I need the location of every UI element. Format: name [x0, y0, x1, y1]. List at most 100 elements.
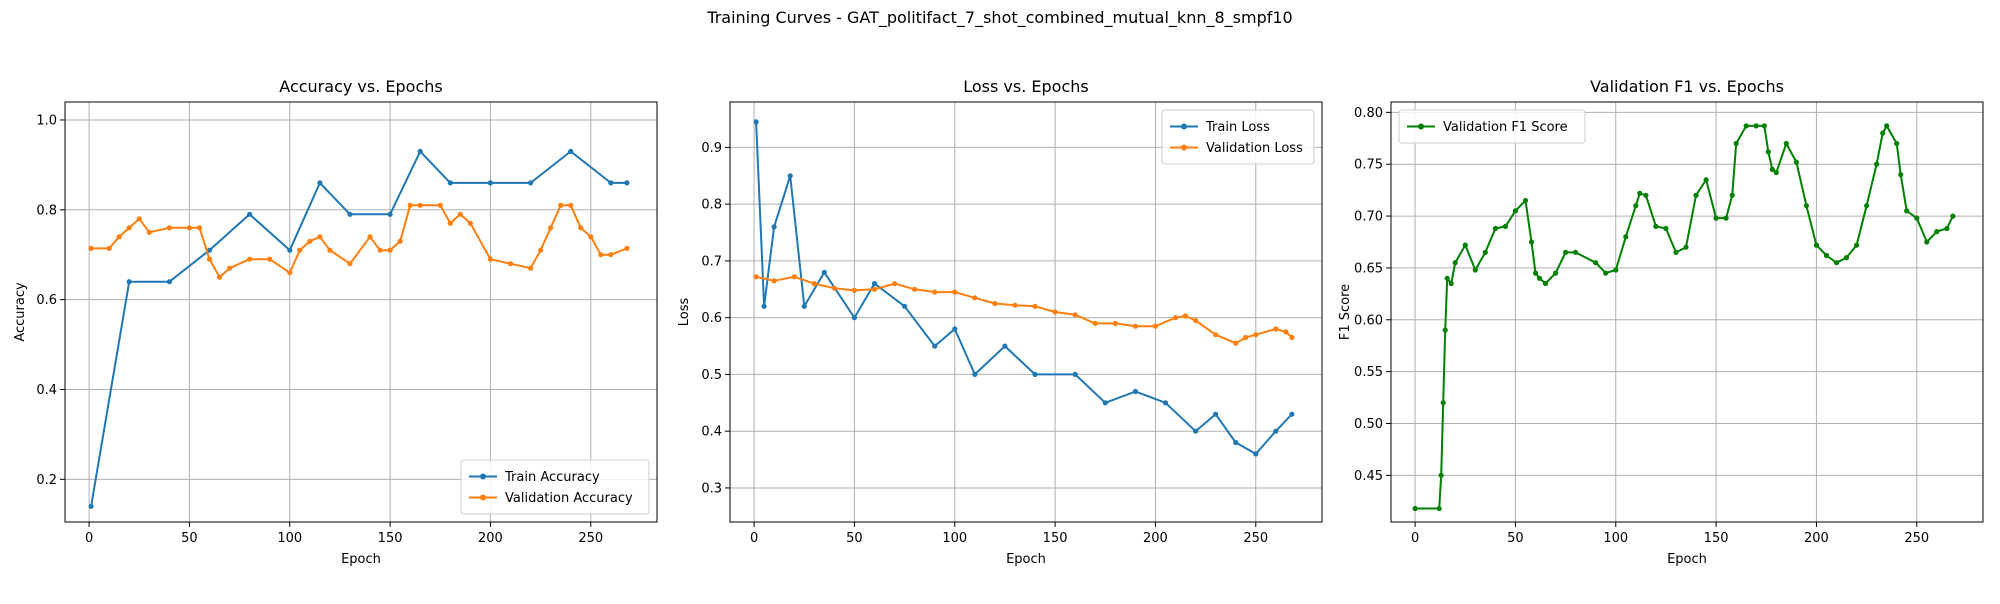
- data-point: [1444, 275, 1450, 281]
- data-point: [1783, 140, 1789, 147]
- data-point: [1683, 244, 1689, 250]
- legend-marker: [480, 494, 486, 501]
- data-point: [1880, 130, 1886, 136]
- y-axis-label: Loss: [677, 298, 692, 327]
- data-point: [1213, 332, 1219, 338]
- data-point: [1032, 303, 1038, 309]
- data-point: [367, 234, 373, 240]
- series-line: [91, 204, 628, 279]
- data-point: [166, 279, 172, 285]
- data-point: [1874, 161, 1880, 167]
- data-point: [467, 220, 473, 226]
- data-point: [1904, 208, 1910, 214]
- data-point: [1703, 177, 1709, 183]
- data-point: [1440, 400, 1446, 406]
- x-tick-label: 250: [1243, 531, 1268, 546]
- data-point: [247, 256, 253, 262]
- data-point: [1761, 123, 1767, 129]
- data-point: [1573, 249, 1579, 255]
- data-point: [1462, 242, 1468, 248]
- data-point: [88, 503, 94, 509]
- data-point: [507, 261, 514, 267]
- chart-title: Validation F1 vs. Epochs: [1590, 77, 1784, 96]
- x-axis-label: Epoch: [341, 552, 381, 567]
- y-axis-label: F1 Score: [1338, 284, 1353, 340]
- data-point: [1833, 260, 1840, 266]
- data-point: [1843, 255, 1850, 261]
- y-tick-label: 0.2: [36, 473, 57, 488]
- data-point: [1765, 149, 1771, 155]
- legend: Validation F1 Score: [1398, 109, 1586, 144]
- legend: Train Accuracy Validation Accuracy: [460, 459, 650, 515]
- x-axis-label: Epoch: [1006, 552, 1046, 567]
- y-tick-label: 0.9: [701, 141, 722, 156]
- data-point: [871, 286, 878, 292]
- data-point: [387, 247, 393, 253]
- data-point: [932, 289, 938, 295]
- x-axis-label: Epoch: [1667, 552, 1707, 567]
- data-point: [1273, 428, 1279, 434]
- y-tick-label: 0.6: [701, 311, 722, 326]
- data-point: [902, 303, 908, 309]
- data-point: [608, 180, 614, 186]
- data-point: [1253, 451, 1259, 457]
- data-point: [791, 274, 797, 280]
- data-point: [1528, 239, 1535, 245]
- x-tick-label: 0: [750, 531, 758, 546]
- data-point: [1553, 270, 1559, 276]
- data-point: [932, 343, 938, 349]
- data-point: [1733, 140, 1739, 147]
- data-point: [1753, 123, 1759, 129]
- data-point: [417, 148, 423, 154]
- y-tick-label: 0.60: [1354, 313, 1383, 328]
- data-point: [558, 202, 564, 208]
- data-point: [1152, 323, 1158, 329]
- legend-label: Validation Loss: [1206, 141, 1303, 156]
- data-point: [568, 148, 574, 154]
- y-tick-label: 0.8: [36, 203, 57, 218]
- data-point: [347, 211, 353, 217]
- data-point: [1542, 280, 1549, 287]
- legend-label: Validation F1 Score: [1443, 120, 1568, 135]
- data-point: [457, 211, 463, 217]
- data-point: [216, 274, 223, 280]
- data-point: [1884, 123, 1890, 129]
- y-tick-label: 0.4: [701, 425, 722, 440]
- data-point: [1522, 197, 1529, 204]
- data-point: [267, 256, 273, 262]
- data-point: [972, 371, 978, 377]
- data-point: [801, 303, 807, 309]
- data-point: [1723, 215, 1729, 221]
- data-point: [317, 180, 323, 186]
- data-point: [771, 224, 777, 230]
- x-tick-label: 200: [1804, 531, 1829, 546]
- x-tick-label: 50: [846, 531, 863, 546]
- data-point: [528, 180, 534, 186]
- data-point: [1633, 203, 1639, 209]
- data-point: [146, 229, 152, 235]
- legend: Train Loss Validation Loss: [1161, 109, 1315, 165]
- data-point: [972, 295, 978, 301]
- data-point: [126, 225, 132, 231]
- data-point: [624, 245, 630, 251]
- data-point: [1532, 270, 1539, 276]
- data-point: [1193, 428, 1199, 434]
- legend-box: [1398, 109, 1586, 144]
- chart-panel: 0 50 100 150 200 250 0.2 0.4 0.6 0.8 1.0 Accuracy v…: [13, 77, 658, 567]
- data-point: [761, 303, 767, 309]
- y-tick-label: 0.5: [701, 368, 722, 383]
- data-point: [1253, 332, 1259, 338]
- data-point: [1213, 411, 1219, 417]
- data-point: [116, 234, 122, 240]
- chart-title: Loss vs. Epochs: [963, 77, 1088, 96]
- data-point: [952, 326, 958, 332]
- x-tick-label: 150: [1043, 531, 1068, 546]
- data-point: [1773, 169, 1779, 176]
- series-line: [90, 150, 627, 507]
- data-point: [851, 287, 858, 293]
- data-point: [1593, 260, 1599, 266]
- y-tick-label: 0.7: [701, 254, 722, 269]
- data-point: [1492, 225, 1498, 232]
